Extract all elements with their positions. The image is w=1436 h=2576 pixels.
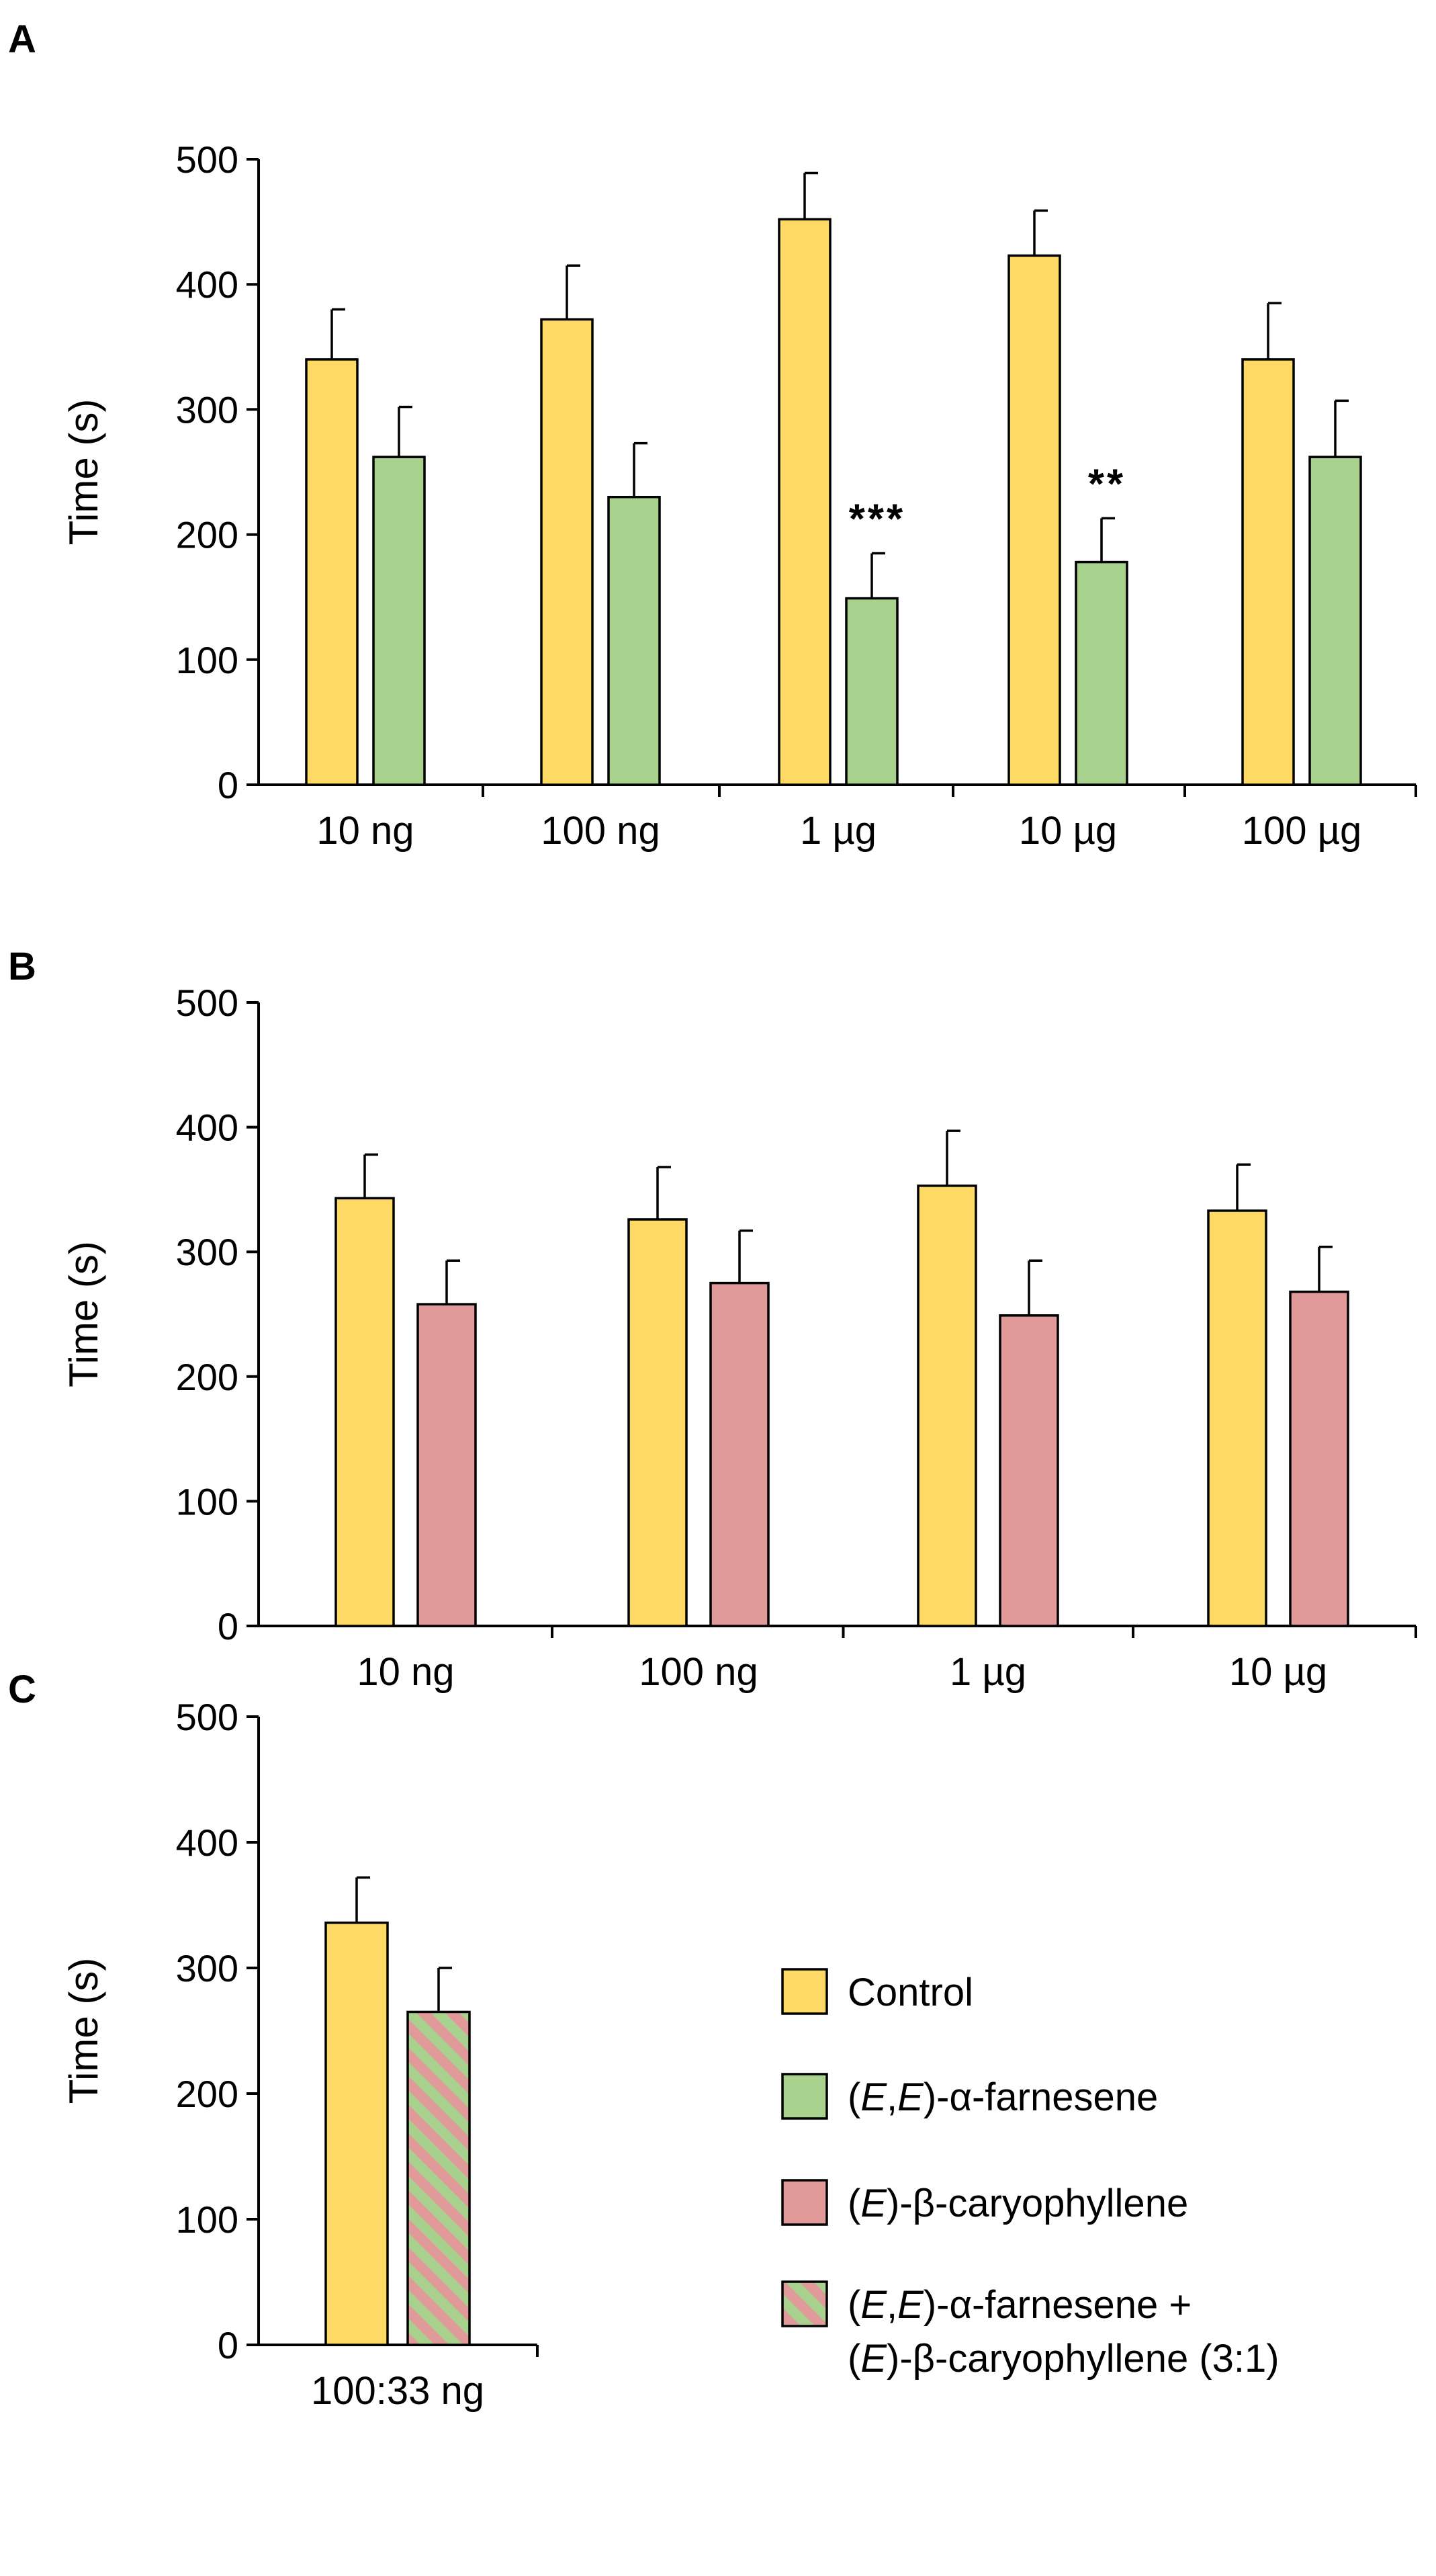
bar-e-caryophyllene-100-ng: [709, 1281, 770, 1627]
legend-swatch-caryophyllene: [781, 2179, 828, 2226]
x-category-label-1-g: 1 µg: [800, 809, 877, 853]
panel-c-chart: C Time (s) 0 100 200 300 400 500 100:33 ng: [8, 1668, 539, 2413]
bar-e-caryophyllene-10-g: [1289, 1290, 1349, 1627]
bar-control-100-ng: [540, 318, 594, 786]
bar-e-caryophyllene-1-g: [999, 1314, 1059, 1627]
legend-label-segment: )-β-caryophyllene (3:1): [887, 2337, 1280, 2380]
y-tick-label: 400: [176, 263, 238, 306]
y-tick-label: 0: [218, 2324, 238, 2366]
x-category-label-100-33-ng: 100:33 ng: [311, 2369, 484, 2413]
legend-label-segment: (: [848, 2075, 860, 2119]
y-axis-title: Time (s): [61, 399, 106, 546]
bar-e-caryophyllene-10-ng: [416, 1303, 477, 1627]
legend-swatch-control: [781, 1968, 828, 2015]
y-tick-label: 500: [176, 982, 238, 1024]
x-category-label-100-ng: 100 ng: [541, 809, 660, 853]
bar-e-e-farnesene-100-ng: [607, 495, 661, 786]
bar-control-10-ng: [305, 358, 359, 786]
y-axis-title: Time (s): [61, 1241, 106, 1387]
legend: Control(E,E)-α-farnesene(E)-β-caryophyll…: [781, 1968, 1280, 2380]
bar-control-10-g: [1207, 1209, 1267, 1627]
bar-e-e-farnesene-e-caryophyllene-3-1-100-33-ng: [406, 2010, 471, 2346]
x-category-label-10-g: 10 µg: [1229, 1650, 1327, 1694]
bar-e-e-farnesene-100-g: [1308, 456, 1362, 786]
panel-label-b: B: [8, 945, 36, 988]
legend-label-farnesene: (E,E)-α-farnesene: [848, 2075, 1158, 2119]
legend-label-segment: E: [860, 2337, 887, 2380]
y-tick-label: 400: [176, 1107, 238, 1149]
legend-label-caryophyllene: (E)-β-caryophyllene: [848, 2182, 1188, 2225]
y-tick-label: 500: [176, 1696, 238, 1738]
bar-control-100-g: [1241, 358, 1295, 786]
legend-label-segment: (: [848, 2182, 860, 2225]
bar-control-100-ng: [627, 1218, 688, 1627]
panel-label-a: A: [8, 17, 36, 61]
panel-a-chart: A Time (s) 0 100 200 300 400 500 10 ng 100 ng *** 1…: [8, 17, 1417, 853]
legend-label-segment: E: [897, 2283, 924, 2327]
y-tick-label: 300: [176, 1947, 238, 1989]
significance-label: ***: [849, 497, 905, 543]
legend-label-segment: E: [860, 2182, 887, 2225]
legend-label-segment: )-α-farnesene: [924, 2075, 1158, 2119]
legend-label-segment: E: [897, 2075, 924, 2119]
bar-control-10-g: [1007, 254, 1061, 786]
bar-e-e-farnesene-1-g: [845, 597, 899, 786]
y-tick-label: 100: [176, 1480, 238, 1522]
legend-label-segment: )-β-caryophyllene: [887, 2182, 1188, 2225]
bar-control-1-g: [778, 218, 832, 786]
x-category-label-10-ng: 10 ng: [316, 809, 414, 853]
bar-e-e-farnesene-10-g: [1075, 560, 1128, 786]
y-tick-label: 100: [176, 639, 238, 681]
bar-control-10-ng: [334, 1197, 395, 1627]
x-category-label-1-g: 1 µg: [950, 1650, 1026, 1694]
legend-label-segment: (: [848, 2337, 860, 2380]
y-tick-label: 200: [176, 2073, 238, 2115]
y-tick-label: 500: [176, 138, 238, 181]
y-tick-label: 0: [218, 764, 238, 806]
legend-label-segment: )-α-farnesene +: [924, 2283, 1192, 2327]
bar-control-1-g: [917, 1185, 977, 1627]
y-tick-label: 0: [218, 1605, 238, 1647]
legend-swatch-mix: [781, 2280, 828, 2327]
legend-label-mix: (E,E)-α-farnesene +: [848, 2283, 1192, 2327]
y-tick-label: 100: [176, 2198, 238, 2241]
x-category-label-10-ng: 10 ng: [357, 1650, 454, 1694]
legend-label-segment: E: [860, 2075, 887, 2119]
y-tick-label: 200: [176, 514, 238, 556]
bar-e-e-farnesene-10-ng: [372, 456, 426, 786]
legend-item-mix: (E,E)-α-farnesene +(E)-β-caryophyllene (…: [781, 2280, 1280, 2380]
y-tick-label: 400: [176, 1821, 238, 1864]
significance-label: **: [1088, 461, 1126, 507]
bar-control-100-33-ng: [324, 1921, 389, 2346]
y-tick-label: 200: [176, 1356, 238, 1398]
legend-label-mix: (E)-β-caryophyllene (3:1): [848, 2337, 1280, 2380]
legend-label-segment: E: [860, 2283, 887, 2327]
legend-item-farnesene: (E,E)-α-farnesene: [781, 2073, 1158, 2120]
x-category-label-100-ng: 100 ng: [639, 1650, 758, 1694]
legend-label-segment: (: [848, 2283, 860, 2327]
panel-label-c: C: [8, 1668, 36, 1711]
y-tick-label: 300: [176, 1231, 238, 1273]
legend-label-segment: Control: [848, 1971, 973, 2014]
y-axis-title: Time (s): [61, 1958, 106, 2104]
legend-item-caryophyllene: (E)-β-caryophyllene: [781, 2179, 1188, 2226]
legend-label-segment: ,: [887, 2283, 897, 2327]
legend-label-segment: ,: [887, 2075, 897, 2119]
y-tick-label: 300: [176, 388, 238, 431]
x-category-label-10-g: 10 µg: [1019, 809, 1117, 853]
panel-b-chart: B Time (s) 0 100 200 300 400 500 10 ng 100 ng 1 µg…: [8, 945, 1417, 1694]
legend-swatch-farnesene: [781, 2073, 828, 2120]
x-category-label-100-g: 100 µg: [1242, 809, 1362, 853]
legend-item-control: Control: [781, 1968, 973, 2015]
legend-label-control: Control: [848, 1971, 973, 2014]
